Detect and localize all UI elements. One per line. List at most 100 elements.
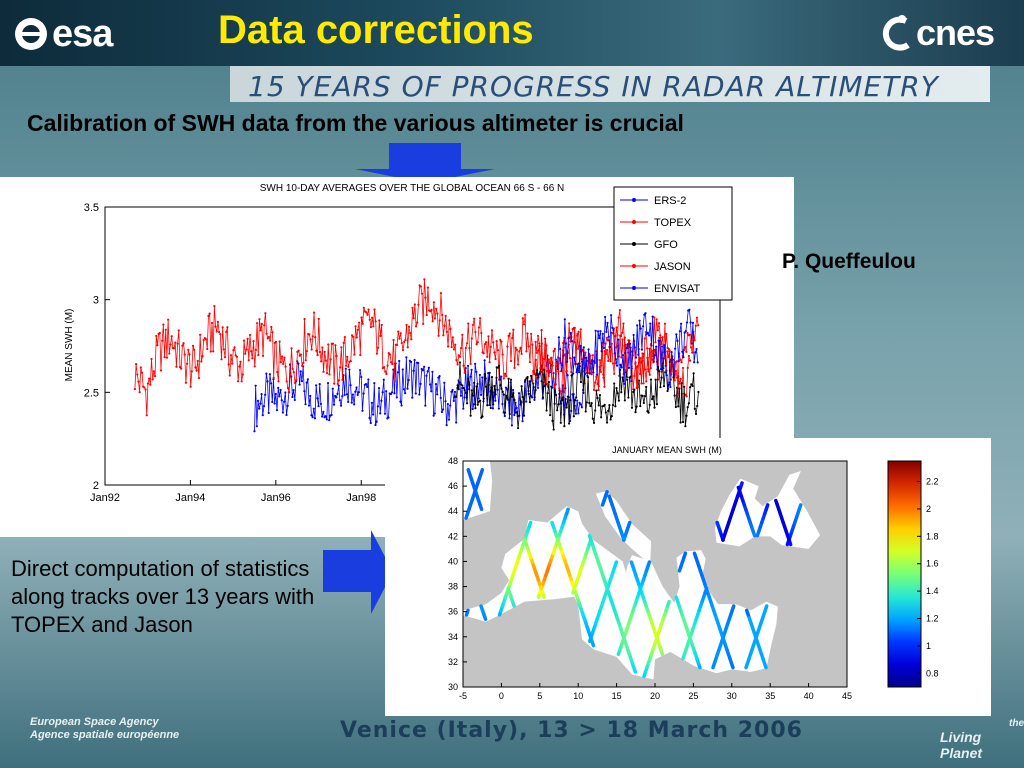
track-segment xyxy=(797,503,803,512)
series-point xyxy=(590,371,593,374)
series-point xyxy=(493,351,496,354)
series-point xyxy=(134,362,138,366)
series-point xyxy=(449,327,452,331)
series-point xyxy=(536,334,540,338)
series-point xyxy=(527,392,530,395)
series-point xyxy=(370,401,374,404)
series-point xyxy=(397,330,400,333)
series-point xyxy=(619,363,622,366)
series-point xyxy=(150,357,153,361)
series-point xyxy=(557,336,560,339)
series-point xyxy=(417,361,420,365)
series-point xyxy=(510,424,514,427)
series-point xyxy=(413,358,416,362)
series-point xyxy=(254,384,257,387)
series-point xyxy=(545,344,548,347)
series-point xyxy=(496,388,499,391)
conference-banner: 15 YEARS OF PROGRESS IN RADAR ALTIMETRY xyxy=(230,66,990,103)
colorbar-tick-label: 2.2 xyxy=(926,477,939,487)
map-x-tick-label: 20 xyxy=(650,691,660,701)
series-point xyxy=(609,360,612,363)
series-point xyxy=(267,411,270,415)
series-point xyxy=(657,322,661,325)
series-point xyxy=(355,336,358,339)
series-point xyxy=(579,380,583,384)
series-point xyxy=(511,395,514,398)
series-point xyxy=(680,361,683,364)
series-point xyxy=(634,362,637,366)
series-point xyxy=(619,335,623,338)
series-point xyxy=(429,310,432,313)
x-tick-label: Jan98 xyxy=(346,492,376,504)
cnes-swirl-icon xyxy=(882,15,910,51)
series-point xyxy=(255,425,258,428)
series-point xyxy=(425,374,428,377)
series-point xyxy=(464,391,467,394)
series-point xyxy=(639,356,642,360)
series-point xyxy=(344,367,347,370)
series-point xyxy=(278,340,281,343)
series-point xyxy=(337,384,340,387)
track-segment xyxy=(744,608,750,617)
series-point xyxy=(202,338,205,342)
series-point xyxy=(620,391,623,394)
series-point xyxy=(512,391,515,395)
series-point xyxy=(229,354,233,357)
series-point xyxy=(530,332,533,335)
series-point xyxy=(651,398,654,401)
series-point xyxy=(446,403,449,406)
series-point xyxy=(458,355,462,358)
series-point xyxy=(420,292,424,295)
series-point xyxy=(509,359,513,363)
map-y-tick-label: 38 xyxy=(448,582,458,592)
series-point xyxy=(567,422,571,425)
series-point xyxy=(218,330,221,334)
series-point xyxy=(602,346,606,350)
series-point xyxy=(682,356,685,359)
series-point xyxy=(580,406,584,409)
series-point xyxy=(450,390,453,393)
series-point xyxy=(248,333,252,337)
series-point xyxy=(635,366,638,369)
series-point xyxy=(600,416,603,419)
series-point xyxy=(257,353,260,357)
series-point xyxy=(693,339,696,342)
series-point xyxy=(358,369,362,372)
map-x-tick-label: 45 xyxy=(842,691,852,701)
series-point xyxy=(304,403,307,406)
series-point xyxy=(347,400,350,404)
agency-english: European Space Agency xyxy=(30,716,159,728)
series-point xyxy=(156,344,159,347)
series-point xyxy=(469,375,472,378)
map-y-tick-label: 34 xyxy=(448,632,458,642)
track-segment xyxy=(479,468,485,476)
series-point xyxy=(254,348,258,351)
series-point xyxy=(309,338,312,341)
x-tick-label: Jan96 xyxy=(261,492,291,504)
series-point xyxy=(530,380,534,383)
series-point xyxy=(303,317,306,321)
series-point xyxy=(322,410,325,413)
series-point xyxy=(145,414,148,417)
track-segment xyxy=(692,551,698,560)
series-point xyxy=(437,376,440,379)
series-point xyxy=(332,403,336,406)
series-point xyxy=(469,362,472,366)
series-point xyxy=(634,411,637,414)
series-point xyxy=(317,317,320,321)
series-point xyxy=(653,406,656,409)
series-point xyxy=(313,417,317,420)
series-point xyxy=(635,405,638,408)
series-point xyxy=(672,373,676,377)
series-point xyxy=(659,334,662,337)
series-point xyxy=(692,372,695,375)
series-point xyxy=(494,393,497,396)
series-point xyxy=(654,341,657,344)
map-y-tick-label: 30 xyxy=(448,682,458,692)
series-point xyxy=(617,399,621,402)
series-point xyxy=(549,413,552,417)
series-point xyxy=(215,330,218,333)
series-point xyxy=(686,406,689,409)
series-point xyxy=(697,324,700,327)
series-point xyxy=(367,308,370,311)
